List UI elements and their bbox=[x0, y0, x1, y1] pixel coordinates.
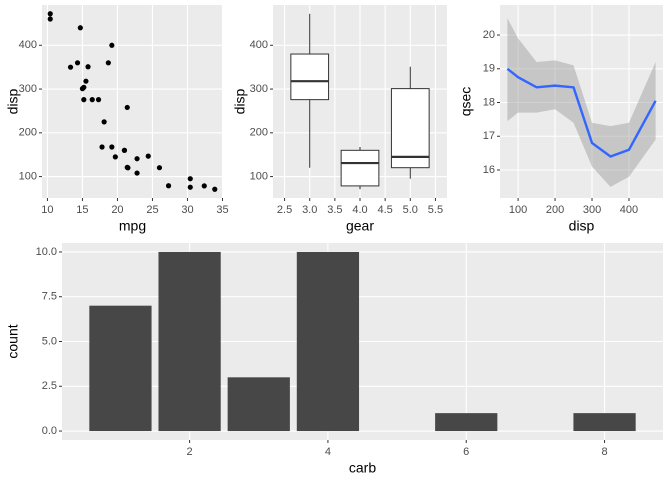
box bbox=[290, 53, 330, 101]
x-tick-label: 8 bbox=[601, 446, 607, 458]
bar bbox=[227, 377, 290, 432]
x-tick-label: 30 bbox=[181, 204, 193, 216]
y-tick-label: 7.5 bbox=[42, 291, 57, 303]
point bbox=[77, 25, 83, 31]
x-tick-label: 25 bbox=[146, 204, 158, 216]
confidence-band bbox=[507, 18, 656, 187]
box bbox=[390, 88, 430, 169]
point bbox=[124, 104, 130, 111]
y-tick-label: 19 bbox=[483, 63, 495, 75]
x-tick-label: 4 bbox=[325, 446, 331, 458]
x-tick-label: 6 bbox=[463, 446, 469, 458]
x-tick-label: 2 bbox=[187, 446, 193, 458]
box bbox=[340, 149, 380, 187]
panel-background bbox=[42, 5, 223, 198]
y-tick-label: 18 bbox=[483, 96, 495, 108]
y-tick-label: 5.0 bbox=[42, 335, 57, 347]
point bbox=[187, 184, 193, 190]
x-tick-label: 3.5 bbox=[327, 204, 342, 216]
point bbox=[212, 186, 218, 192]
y-tick-label: 400 bbox=[19, 39, 37, 51]
point bbox=[81, 97, 87, 103]
point bbox=[47, 11, 53, 17]
bar bbox=[296, 251, 360, 432]
x-axis-title: disp bbox=[569, 218, 595, 234]
x-tick-label: 4.5 bbox=[377, 204, 392, 216]
x-tick-label: 15 bbox=[76, 204, 88, 216]
y-tick-label: 300 bbox=[250, 83, 268, 95]
point bbox=[145, 153, 151, 159]
y-tick-label: 400 bbox=[250, 39, 268, 51]
y-tick-label: 16 bbox=[483, 164, 495, 176]
x-tick-label: 400 bbox=[620, 204, 638, 216]
y-tick-label: 300 bbox=[19, 83, 37, 95]
point bbox=[101, 119, 107, 125]
point bbox=[83, 78, 89, 84]
point bbox=[112, 154, 118, 160]
point bbox=[79, 86, 86, 92]
x-tick-label: 100 bbox=[509, 204, 527, 216]
point bbox=[201, 183, 207, 189]
bar bbox=[573, 413, 636, 432]
y-tick-label: 100 bbox=[250, 170, 268, 182]
y-axis-title: disp bbox=[232, 88, 248, 114]
point bbox=[99, 144, 105, 150]
x-tick-label: 3.0 bbox=[302, 204, 317, 216]
point bbox=[121, 147, 128, 153]
y-tick-label: 100 bbox=[19, 170, 37, 182]
point bbox=[124, 164, 130, 170]
y-tick-label: 10.0 bbox=[36, 246, 57, 258]
point bbox=[95, 97, 102, 103]
y-tick-label: 17 bbox=[483, 130, 495, 142]
point bbox=[187, 176, 193, 182]
point bbox=[105, 60, 111, 66]
y-axis-title: count bbox=[5, 324, 21, 358]
point bbox=[109, 42, 115, 48]
point bbox=[156, 165, 163, 171]
point bbox=[47, 16, 53, 22]
y-tick-label: 20 bbox=[483, 29, 495, 41]
x-tick-label: 35 bbox=[216, 204, 228, 216]
x-tick-label: 300 bbox=[583, 204, 601, 216]
x-tick-label: 5.5 bbox=[428, 204, 443, 216]
bar bbox=[158, 251, 221, 432]
y-tick-label: 0.0 bbox=[42, 425, 57, 437]
y-axis-title: qsec bbox=[458, 87, 474, 117]
x-tick-label: 4.0 bbox=[352, 204, 367, 216]
y-tick-label: 2.5 bbox=[42, 380, 57, 392]
x-tick-label: 200 bbox=[546, 204, 564, 216]
point bbox=[89, 97, 95, 103]
point bbox=[165, 183, 172, 189]
panel-background bbox=[500, 5, 663, 198]
x-axis-title: mpg bbox=[119, 218, 146, 234]
bar bbox=[89, 305, 152, 432]
smooth-line bbox=[506, 67, 657, 158]
point bbox=[134, 170, 140, 176]
x-tick-label: 10 bbox=[41, 204, 53, 216]
y-tick-label: 200 bbox=[19, 127, 37, 139]
x-axis-title: gear bbox=[346, 218, 374, 234]
point bbox=[134, 156, 140, 162]
x-axis-title: carb bbox=[349, 460, 376, 476]
y-axis-title: disp bbox=[5, 88, 21, 114]
x-tick-label: 5.0 bbox=[403, 204, 418, 216]
point bbox=[85, 64, 91, 70]
y-tick-label: 200 bbox=[250, 127, 268, 139]
x-tick-label: 2.5 bbox=[277, 204, 292, 216]
point bbox=[109, 144, 115, 150]
x-tick-label: 20 bbox=[111, 204, 123, 216]
point bbox=[67, 64, 74, 70]
bar bbox=[435, 413, 498, 432]
point bbox=[74, 60, 81, 66]
